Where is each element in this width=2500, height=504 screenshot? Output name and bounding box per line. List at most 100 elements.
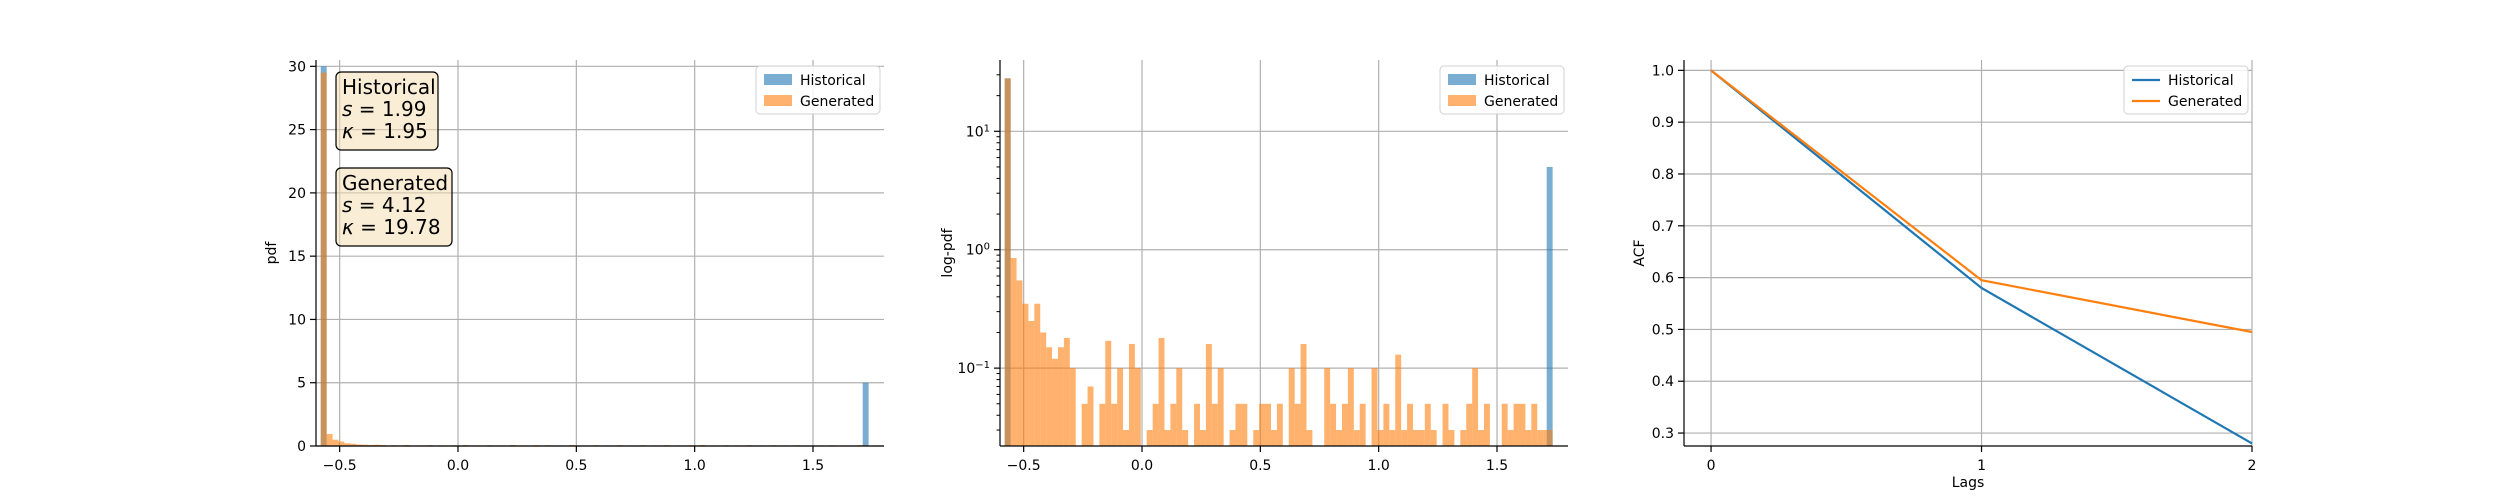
stats-box-title: Historical (342, 75, 436, 99)
histogram-bar (1347, 368, 1354, 446)
x-tick-label: 0.5 (565, 458, 587, 474)
histogram-bar (1241, 403, 1248, 446)
y-tick-label: 0.6 (1652, 271, 1674, 287)
legend-swatch-generated (1448, 95, 1476, 106)
stats-box-frame (335, 71, 439, 151)
y-tick-label: 0 (297, 439, 306, 455)
histogram-bar (1412, 430, 1419, 446)
x-tick-label: 1.0 (684, 458, 706, 474)
legend: Historical Generated (755, 65, 881, 115)
histogram-bar (1407, 403, 1413, 446)
y-tick-label: 30 (288, 59, 306, 75)
histogram-bar (1194, 403, 1200, 446)
series-line-generated (1710, 69, 2253, 334)
x-tick-label: 0.0 (447, 458, 469, 474)
y-tick-label: 10 (288, 312, 306, 328)
kurtosis-symbol: κ (342, 119, 354, 143)
x-tick-label: 1.5 (802, 458, 824, 474)
histogram-bar (1099, 403, 1106, 446)
y-axis-label: log-pdf (940, 227, 956, 277)
legend-label-historical: Historical (1484, 73, 1550, 89)
legend-label-generated: Generated (800, 94, 874, 110)
y-tick-label: 5 (297, 376, 306, 392)
histogram-bar (1063, 337, 1070, 446)
histogram-bar (1105, 340, 1112, 446)
histogram-bar (1146, 430, 1153, 446)
histogram-bar (1265, 403, 1271, 446)
histogram-bar (1466, 403, 1473, 446)
histogram-bar (1034, 303, 1041, 446)
histogram-bar (1087, 386, 1094, 446)
histogram-bar (344, 443, 351, 446)
x-tick-label: 2 (2248, 458, 2257, 474)
histogram-bar (1324, 368, 1331, 446)
histogram-bar (1430, 430, 1437, 446)
y-tick-label: 0.7 (1652, 219, 1674, 235)
histogram-bar (1046, 347, 1053, 446)
y-tick-exponent: 0 (984, 241, 990, 252)
equals-sign: = (354, 215, 383, 239)
histogram-bar (1478, 430, 1484, 446)
histogram-bar (1418, 430, 1425, 446)
legend-swatch-historical (1448, 74, 1476, 85)
histogram-bar (1472, 368, 1479, 446)
histogram-bar (1543, 430, 1547, 446)
histogram-bar (1359, 403, 1366, 446)
skewness-symbol: s (342, 193, 352, 217)
histogram-bar (1537, 430, 1544, 446)
histogram-bar (362, 444, 369, 446)
x-tick-label: 1 (1977, 458, 1986, 474)
histogram-bar (1182, 430, 1189, 446)
series-line-historical (1710, 69, 2253, 445)
legend-label-generated: Generated (1484, 94, 1558, 110)
histogram-bar (1152, 403, 1159, 446)
histogram-bar (1004, 78, 1011, 446)
kurtosis-symbol: κ (342, 215, 354, 239)
histogram-bar (1128, 343, 1135, 446)
histogram-bar (1353, 430, 1360, 446)
histogram-bar (862, 382, 869, 446)
stats-skewness: s = 1.99 (342, 97, 426, 121)
histogram-bar (1525, 430, 1532, 446)
histogram-bar (1069, 368, 1076, 446)
histogram-bar (1211, 403, 1218, 446)
histogram-bar (1546, 166, 1553, 446)
histogram-bar (1111, 403, 1118, 446)
histogram-bar (1507, 430, 1514, 446)
legend-label-generated: Generated (2168, 94, 2242, 110)
legend-swatch-historical (764, 74, 792, 85)
legend: Historical Generated (2123, 65, 2249, 115)
y-tick-base: 10 (966, 124, 984, 140)
x-tick-label: −0.5 (323, 458, 357, 474)
y-tick-label: 1.0 (1652, 63, 1674, 79)
histogram-bar (1531, 403, 1538, 446)
histogram-bar (1022, 303, 1029, 446)
series-generated (1004, 78, 1553, 446)
histogram-bar (1519, 403, 1526, 446)
legend-swatch-generated (764, 95, 792, 106)
x-axis-label: Lags (1952, 475, 1985, 491)
histogram-bar (1176, 368, 1183, 446)
kurtosis-value: 1.95 (383, 119, 428, 143)
histogram-bar (1229, 430, 1236, 446)
stats-box-title: Generated (342, 171, 448, 195)
y-tick-label: 0.4 (1652, 374, 1674, 390)
histogram-bar (1377, 430, 1384, 446)
stats-box-frame (335, 167, 453, 247)
y-tick-label: 100 (966, 241, 990, 259)
histogram-bar (1199, 430, 1206, 446)
y-tick-label: 101 (966, 123, 990, 141)
skewness-symbol: s (342, 97, 352, 121)
histogram-bar (332, 439, 339, 446)
equals-sign: = (352, 193, 381, 217)
y-tick-label: 20 (288, 186, 306, 202)
y-tick-label: 0.8 (1652, 167, 1674, 183)
y-axis-label: ACF (1632, 239, 1648, 266)
histogram-bar (1501, 403, 1508, 446)
histogram-bar (1040, 332, 1047, 446)
histogram-bar (1306, 430, 1313, 446)
x-tick-label: 1.0 (1368, 458, 1390, 474)
y-tick-label: 0.5 (1652, 322, 1674, 338)
skewness-value: 4.12 (382, 193, 427, 217)
